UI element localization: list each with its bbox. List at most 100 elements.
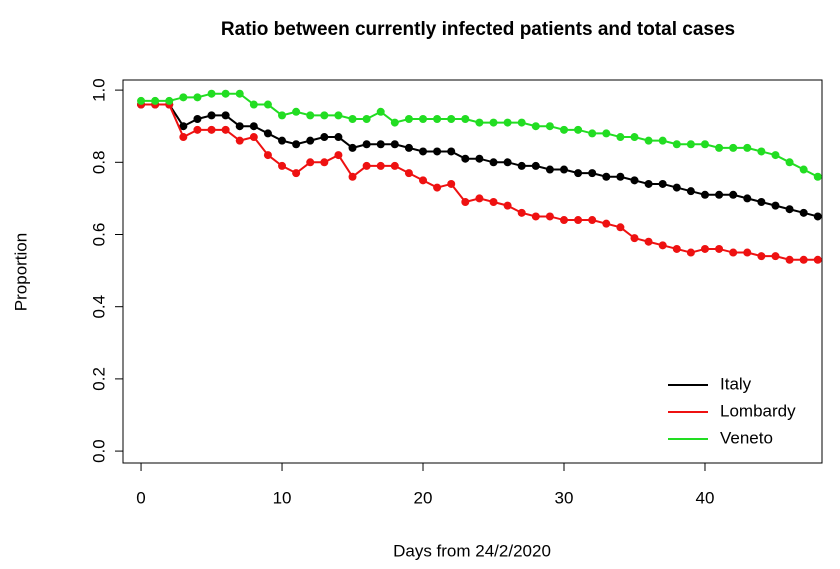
data-point — [362, 161, 371, 170]
data-point — [517, 161, 526, 170]
data-point — [278, 161, 287, 170]
data-point — [292, 107, 301, 116]
data-point — [785, 255, 794, 264]
data-point — [165, 96, 174, 105]
data-point — [700, 190, 709, 199]
data-point — [235, 136, 244, 145]
data-point — [757, 252, 766, 261]
data-point — [574, 216, 583, 225]
x-axis-label: Days from 24/2/2020 — [393, 541, 551, 560]
data-point — [207, 89, 216, 98]
data-point — [559, 216, 568, 225]
data-point — [306, 136, 315, 145]
data-point — [207, 111, 216, 120]
data-point — [320, 111, 329, 120]
data-point — [799, 208, 808, 217]
data-point — [771, 201, 780, 210]
data-point — [475, 154, 484, 163]
data-point — [658, 136, 667, 145]
data-point — [193, 125, 202, 134]
data-point — [644, 179, 653, 188]
series-line — [141, 92, 819, 178]
data-point — [235, 89, 244, 98]
data-point — [263, 100, 272, 109]
data-point — [813, 172, 822, 181]
data-point — [221, 111, 230, 120]
x-tick-label: 10 — [273, 488, 292, 507]
data-point — [404, 114, 413, 123]
plot-box — [122, 79, 823, 464]
data-point — [390, 161, 399, 170]
data-point — [545, 122, 554, 131]
legend-label: Veneto — [720, 428, 773, 447]
data-point — [785, 158, 794, 167]
data-point — [588, 216, 597, 225]
data-point — [715, 143, 724, 152]
data-point — [292, 169, 301, 178]
data-point — [376, 161, 385, 170]
data-point — [320, 158, 329, 167]
data-point — [390, 140, 399, 149]
data-point — [771, 151, 780, 160]
data-point — [193, 114, 202, 123]
data-point — [433, 183, 442, 192]
data-point — [419, 147, 428, 156]
x-tick-label: 40 — [696, 488, 715, 507]
data-point — [419, 114, 428, 123]
data-point — [376, 107, 385, 116]
data-point — [630, 234, 639, 243]
data-point — [715, 244, 724, 253]
data-point — [644, 136, 653, 145]
data-point — [658, 241, 667, 250]
data-point — [137, 96, 146, 105]
data-point — [263, 151, 272, 160]
data-point — [179, 93, 188, 102]
data-point — [771, 252, 780, 261]
data-point — [616, 133, 625, 142]
y-tick-label: 0.2 — [89, 367, 108, 391]
data-point — [348, 172, 357, 181]
data-point — [602, 172, 611, 181]
data-point — [447, 179, 456, 188]
data-point — [433, 114, 442, 123]
data-point — [559, 125, 568, 134]
y-axis-label: Proportion — [11, 233, 30, 311]
data-point — [531, 212, 540, 221]
y-tick-label: 1.0 — [89, 78, 108, 102]
y-tick-label: 0.8 — [89, 150, 108, 174]
data-point — [249, 100, 258, 109]
data-point — [362, 140, 371, 149]
data-point — [334, 133, 343, 142]
data-point — [686, 248, 695, 257]
data-point — [151, 96, 160, 105]
data-point — [813, 255, 822, 264]
data-point — [278, 111, 287, 120]
data-point — [376, 140, 385, 149]
data-point — [278, 136, 287, 145]
data-point — [419, 176, 428, 185]
data-point — [348, 114, 357, 123]
data-point — [404, 143, 413, 152]
data-point — [588, 169, 597, 178]
data-point — [545, 165, 554, 174]
data-point — [334, 151, 343, 160]
data-point — [503, 201, 512, 210]
data-point — [531, 161, 540, 170]
data-point — [461, 198, 470, 207]
data-point — [235, 122, 244, 131]
legend-label: Italy — [720, 374, 752, 393]
data-point — [729, 143, 738, 152]
data-point — [686, 140, 695, 149]
data-point — [602, 219, 611, 228]
y-tick-label: 0.0 — [89, 439, 108, 463]
data-point — [348, 143, 357, 152]
data-point — [616, 223, 625, 232]
data-point — [475, 118, 484, 127]
data-point — [503, 158, 512, 167]
data-point — [729, 190, 738, 199]
data-point — [320, 133, 329, 142]
y-tick-label: 0.6 — [89, 223, 108, 247]
data-point — [461, 154, 470, 163]
data-point — [362, 114, 371, 123]
